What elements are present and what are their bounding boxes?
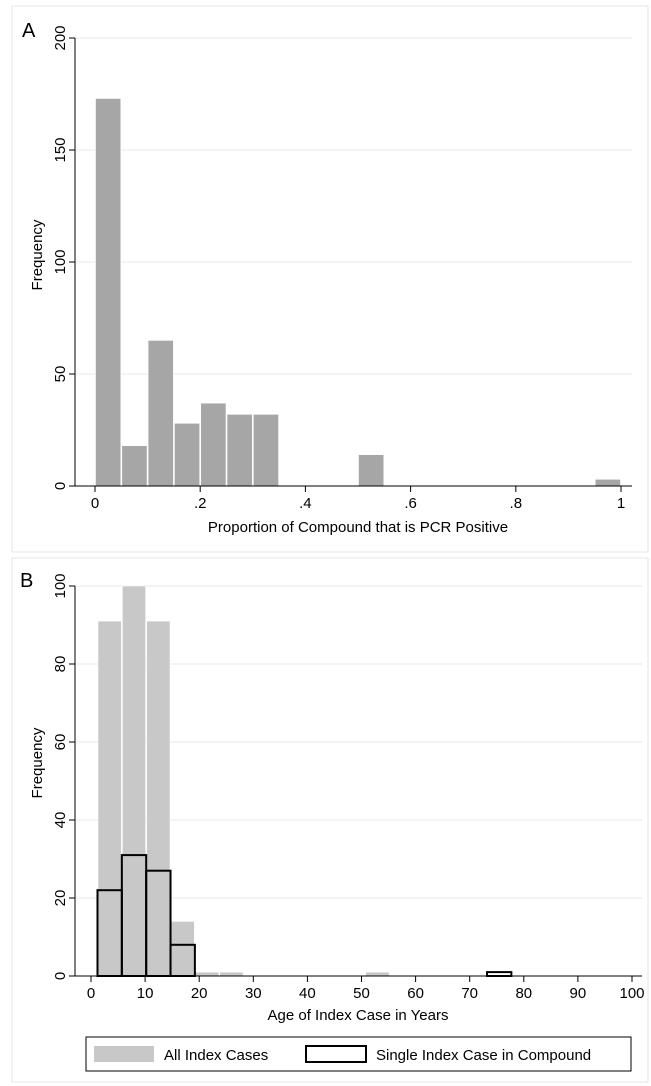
panel-b-bar-series-0	[122, 585, 146, 977]
panel-b-bar-series-0	[195, 971, 220, 977]
panel-a-bar	[121, 445, 148, 487]
panel-b-x-tick-label: 90	[570, 985, 587, 1002]
panel-b-y-tick-label: 0	[52, 972, 69, 980]
panel-a-bar	[174, 422, 200, 487]
panel-b-bar-series-0	[170, 921, 195, 977]
panel-b-label: B	[20, 570, 33, 592]
panel-b-bar-series-0	[146, 620, 171, 977]
panel-a-y-tick-label: 50	[52, 366, 69, 383]
panel-a-y-tick-label: 100	[52, 249, 69, 274]
panel-b-bar-series-0	[97, 620, 122, 977]
legend-swatch-single-index-case	[305, 1045, 367, 1063]
panel-b-x-tick-label: 50	[353, 985, 370, 1002]
panel-b-y-axis-title: Frequency	[29, 727, 46, 798]
panel-b: B 0 10 20 30 40 50 60 70 80 90 100 0 20 40 60 80 100 Ag…	[11, 557, 649, 1083]
panel-a-bar	[226, 414, 253, 487]
panel-b-x-tick-label: 30	[245, 985, 262, 1002]
panel-b-x-ticks: 0 10 20 30 40 50 60 70 80 90 100	[87, 976, 645, 1002]
legend: All Index Cases Single Index Case in Com…	[85, 1036, 632, 1072]
panel-b-x-axis-title: Age of Index Case in Years	[268, 1007, 449, 1024]
panel-a-x-tick-label: .4	[299, 495, 312, 512]
panel-b-y-tick-label: 40	[52, 812, 69, 829]
panel-a-y-tick-label: 150	[52, 137, 69, 162]
panel-a-y-axis-title: Frequency	[29, 219, 46, 290]
panel-a-x-tick-label: .2	[194, 495, 207, 512]
panel-b-x-tick-label: 100	[619, 985, 644, 1002]
legend-box	[85, 1036, 632, 1072]
panel-b-x-tick-label: 40	[299, 985, 316, 1002]
panel-b-axes	[74, 586, 642, 977]
panel-a-x-ticks: 0 .2 .4 .6 .8 1	[91, 486, 625, 512]
panel-b-bar-series-0	[219, 971, 244, 977]
legend-label-all-index-cases: All Index Cases	[164, 1047, 268, 1064]
panel-a-bar	[253, 414, 279, 487]
panel-b-x-tick-label: 20	[191, 985, 208, 1002]
panel-a-bar	[200, 402, 227, 487]
panel-b-x-tick-label: 70	[461, 985, 478, 1002]
panel-a-x-tick-label: .6	[404, 495, 417, 512]
panel-b-x-tick-label: 80	[515, 985, 532, 1002]
panel-a-x-tick-label: 0	[91, 495, 99, 512]
panel-a-label: A	[22, 20, 36, 42]
panel-b-bar-series-0	[365, 971, 390, 977]
panel-a-y-tick-label: 200	[52, 25, 69, 50]
panel-b-y-tick-label: 60	[52, 734, 69, 751]
panel-a-bar	[358, 454, 385, 487]
panel-b-y-tick-label: 20	[52, 890, 69, 907]
panel-a-y-ticks: 0 50 100 150 200	[52, 25, 75, 490]
panel-a: A 0 .2 .4 .6 .8 1 0 50 100 150 200 Proportion of …	[11, 5, 649, 553]
legend-swatch-all-index-cases	[94, 1046, 154, 1062]
legend-label-single-index-case: Single Index Case in Compound	[376, 1047, 591, 1064]
panel-a-bar	[147, 340, 174, 487]
panel-a-y-tick-label: 0	[52, 482, 69, 490]
panel-b-x-tick-label: 10	[137, 985, 154, 1002]
panel-a-x-axis-title: Proportion of Compound that is PCR Posit…	[208, 519, 508, 536]
panel-a-bar	[95, 98, 122, 487]
panel-a-x-tick-label: .8	[510, 495, 523, 512]
panel-b-y-tick-label: 100	[52, 573, 69, 598]
panel-b-x-tick-label: 0	[87, 985, 95, 1002]
panel-b-y-ticks: 0 20 40 60 80 100	[52, 573, 75, 980]
panel-a-bar	[594, 478, 621, 487]
panel-b-bars	[96, 585, 513, 978]
panel-a-x-tick-label: 1	[617, 495, 625, 512]
panel-b-x-tick-label: 60	[407, 985, 424, 1002]
panel-b-y-tick-label: 80	[52, 656, 69, 673]
